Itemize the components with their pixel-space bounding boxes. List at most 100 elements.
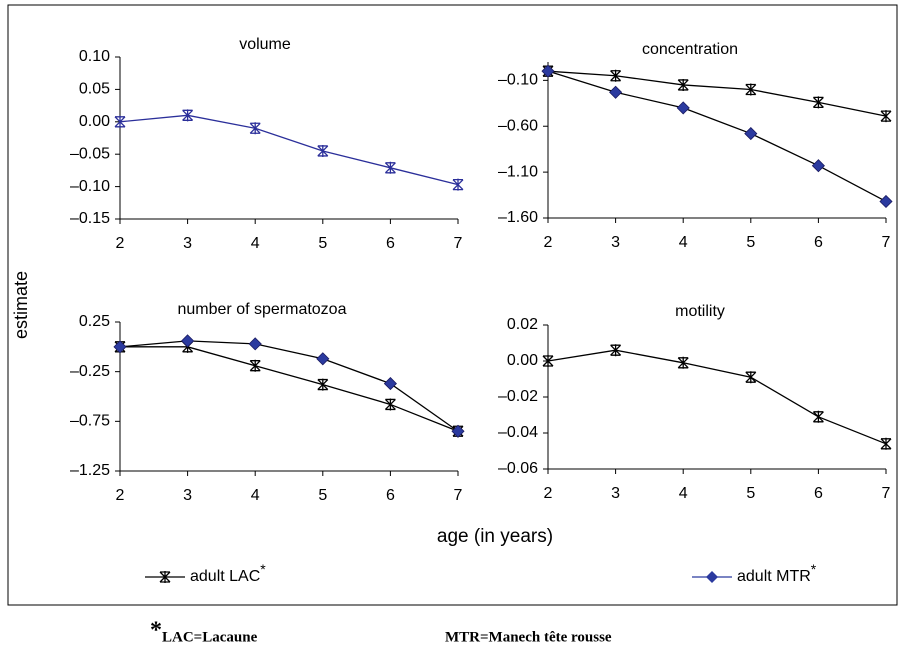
footnote-item: MTR=Manech tête rousse bbox=[445, 629, 612, 645]
x-tick-label: 5 bbox=[318, 487, 327, 504]
marker bbox=[114, 115, 126, 128]
y-tick-label: –0.10 bbox=[70, 178, 110, 195]
y-tick-label: 0.02 bbox=[507, 316, 538, 333]
series-line bbox=[547, 349, 887, 445]
x-tick-label: 2 bbox=[544, 234, 553, 251]
marker bbox=[182, 109, 194, 122]
x-tick-label: 7 bbox=[882, 485, 891, 502]
marker bbox=[317, 144, 329, 157]
marker bbox=[744, 127, 758, 141]
series-line bbox=[547, 70, 887, 203]
y-tick-label: –0.15 bbox=[70, 210, 110, 227]
y-tick-label: 0.00 bbox=[79, 113, 110, 130]
legend-marker bbox=[706, 571, 718, 583]
y-tick-label: –1.10 bbox=[498, 163, 538, 180]
y-tick-label: 0.05 bbox=[79, 81, 110, 98]
marker bbox=[316, 352, 330, 366]
x-tick-label: 2 bbox=[116, 235, 125, 252]
y-tick-label: –0.75 bbox=[70, 413, 110, 430]
marker bbox=[249, 359, 261, 372]
panel-title: concentration bbox=[642, 41, 738, 58]
legend-sup: * bbox=[260, 561, 266, 577]
marker bbox=[383, 377, 397, 391]
x-axis-label: age (in years) bbox=[437, 526, 553, 547]
marker bbox=[249, 122, 261, 135]
marker bbox=[745, 371, 757, 384]
x-tick-label: 7 bbox=[454, 235, 463, 252]
marker bbox=[880, 110, 892, 123]
x-tick-label: 3 bbox=[611, 485, 620, 502]
panel-title: number of spermatozoa bbox=[178, 301, 347, 318]
marker bbox=[542, 355, 554, 367]
marker bbox=[677, 356, 689, 369]
footnote-item: LAC=Lacaune bbox=[162, 629, 258, 645]
marker bbox=[452, 178, 464, 191]
legend-name: adult MTR bbox=[737, 568, 811, 585]
marker bbox=[745, 83, 757, 96]
x-tick-label: 5 bbox=[746, 234, 755, 251]
legend-sup: * bbox=[811, 561, 817, 577]
marker bbox=[610, 344, 622, 357]
marker bbox=[812, 410, 824, 423]
x-tick-label: 6 bbox=[814, 234, 823, 251]
marker bbox=[317, 378, 329, 391]
marker bbox=[541, 64, 555, 78]
x-tick-label: 4 bbox=[679, 485, 688, 502]
y-tick-label: 0.25 bbox=[79, 313, 110, 330]
marker bbox=[384, 161, 396, 174]
marker bbox=[677, 78, 689, 91]
y-axis-label: estimate bbox=[11, 271, 31, 339]
marker bbox=[676, 101, 690, 115]
y-tick-label: 0.10 bbox=[79, 48, 110, 65]
x-tick-label: 6 bbox=[386, 487, 395, 504]
x-tick-label: 6 bbox=[386, 235, 395, 252]
series-line bbox=[119, 114, 459, 186]
marker bbox=[609, 85, 623, 99]
series-line bbox=[119, 340, 459, 432]
series-line bbox=[547, 70, 887, 117]
marker bbox=[812, 96, 824, 109]
x-tick-label: 5 bbox=[746, 485, 755, 502]
marker bbox=[384, 398, 396, 411]
x-tick-label: 7 bbox=[454, 487, 463, 504]
panel-title: volume bbox=[239, 36, 291, 53]
y-tick-label: –0.60 bbox=[498, 117, 538, 134]
legend-name: adult LAC bbox=[190, 568, 260, 585]
marker bbox=[879, 194, 893, 209]
legend-marker bbox=[159, 571, 171, 583]
y-tick-label: –0.10 bbox=[498, 72, 538, 89]
series-line bbox=[120, 346, 459, 432]
x-tick-label: 4 bbox=[679, 234, 688, 251]
x-tick-label: 6 bbox=[814, 485, 823, 502]
panel-title: motility bbox=[675, 303, 725, 320]
marker bbox=[451, 424, 465, 438]
x-tick-label: 3 bbox=[183, 487, 192, 504]
y-tick-label: 0.00 bbox=[507, 352, 538, 369]
legend-label: adult LAC* bbox=[190, 561, 266, 586]
marker bbox=[880, 437, 892, 450]
footnote-mark: * bbox=[150, 618, 162, 644]
y-tick-label: –0.06 bbox=[498, 460, 538, 477]
marker bbox=[248, 337, 262, 351]
y-tick-label: –0.04 bbox=[498, 424, 538, 441]
x-tick-label: 3 bbox=[611, 234, 620, 251]
y-tick-label: –1.60 bbox=[498, 209, 538, 226]
frame bbox=[7, 4, 898, 606]
marker bbox=[181, 334, 195, 348]
marker bbox=[610, 69, 622, 82]
marker bbox=[113, 340, 127, 354]
x-tick-label: 4 bbox=[251, 487, 260, 504]
y-tick-label: –0.25 bbox=[70, 363, 110, 380]
legend-label: adult MTR* bbox=[737, 561, 817, 586]
marker bbox=[811, 159, 825, 173]
x-tick-label: 5 bbox=[318, 235, 327, 252]
x-tick-label: 7 bbox=[882, 234, 891, 251]
x-tick-label: 3 bbox=[183, 235, 192, 252]
y-tick-label: –1.25 bbox=[70, 462, 110, 479]
y-tick-label: –0.02 bbox=[498, 388, 538, 405]
y-tick-label: –0.05 bbox=[70, 145, 110, 162]
x-tick-label: 4 bbox=[251, 235, 260, 252]
x-tick-label: 2 bbox=[116, 487, 125, 504]
x-tick-label: 2 bbox=[544, 485, 553, 502]
